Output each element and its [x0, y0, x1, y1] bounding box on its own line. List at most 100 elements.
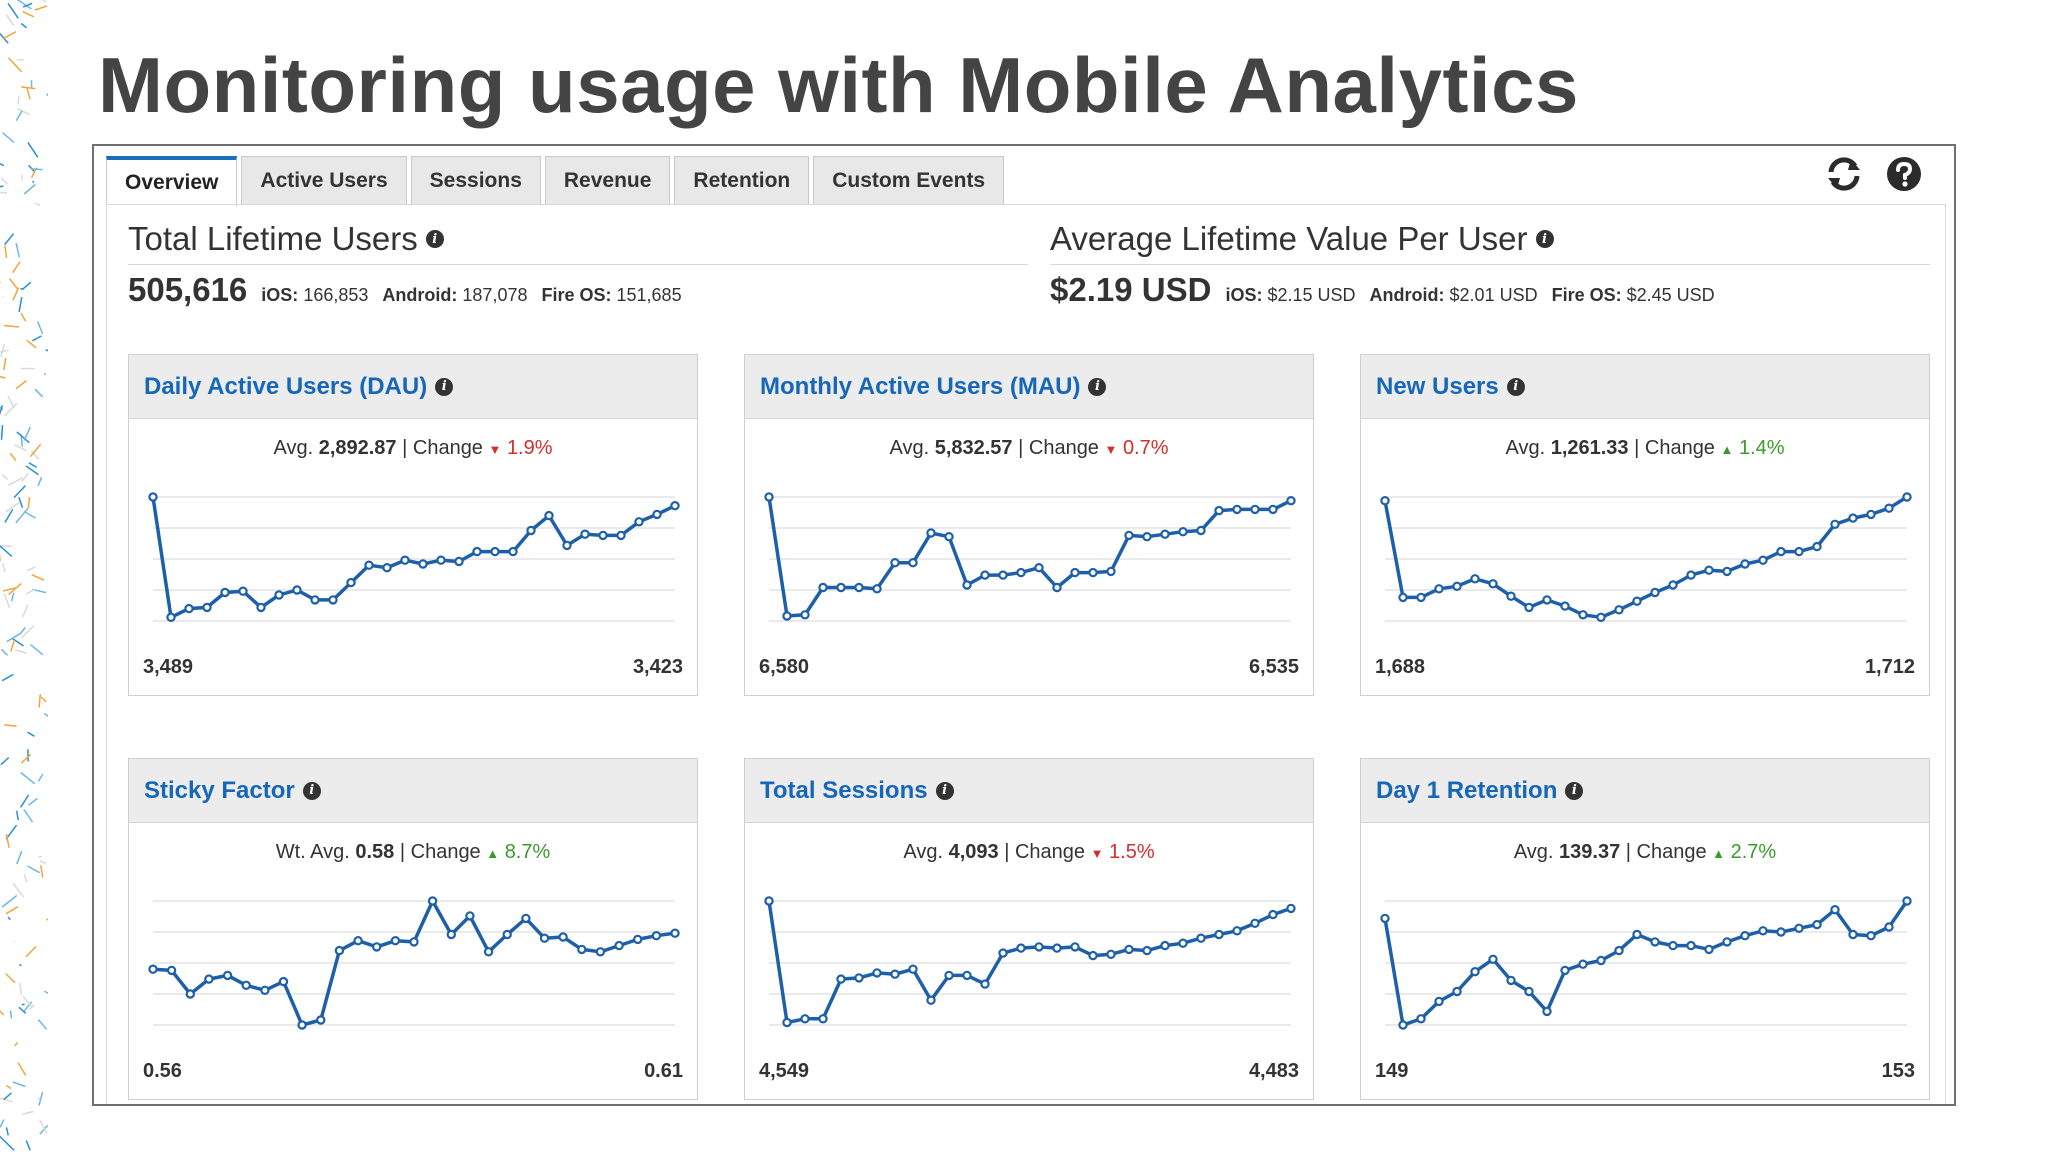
data-point[interactable] [1902, 492, 1912, 502]
data-point[interactable] [980, 979, 990, 989]
data-point[interactable] [1650, 587, 1660, 598]
data-point[interactable] [260, 985, 270, 996]
card-title[interactable]: Sticky Factor [144, 776, 295, 804]
data-point[interactable] [1740, 559, 1750, 569]
data-point[interactable] [1106, 566, 1116, 577]
data-point[interactable] [854, 582, 864, 593]
data-point[interactable] [1052, 582, 1062, 593]
data-point[interactable] [334, 945, 345, 956]
info-icon[interactable]: i [302, 781, 321, 800]
data-point[interactable] [1178, 938, 1188, 948]
data-point[interactable] [1034, 562, 1044, 573]
data-point[interactable] [1866, 509, 1876, 520]
card-title[interactable]: Monthly Active Users (MAU) [760, 372, 1081, 400]
data-point[interactable] [222, 970, 233, 981]
data-point[interactable] [166, 612, 176, 622]
help-button[interactable] [1884, 154, 1924, 194]
data-point[interactable] [1268, 909, 1278, 920]
data-point[interactable] [1178, 527, 1188, 537]
data-point[interactable] [544, 510, 554, 521]
data-point[interactable] [472, 546, 482, 557]
data-point[interactable] [1250, 504, 1260, 515]
data-point[interactable] [1614, 605, 1624, 615]
data-point[interactable] [418, 559, 428, 569]
data-point[interactable] [1542, 595, 1552, 605]
data-point[interactable] [1848, 513, 1858, 523]
data-point[interactable] [800, 1014, 810, 1024]
data-point[interactable] [1488, 954, 1498, 965]
data-point[interactable] [1232, 926, 1242, 936]
data-point[interactable] [297, 1020, 307, 1030]
data-point[interactable] [539, 933, 550, 943]
data-point[interactable] [1470, 574, 1480, 584]
data-point[interactable] [1016, 567, 1026, 578]
data-point[interactable] [204, 974, 214, 984]
info-icon[interactable]: i [425, 230, 444, 248]
info-icon[interactable]: i [435, 377, 454, 396]
data-point[interactable] [651, 931, 662, 941]
data-point[interactable] [1506, 591, 1516, 601]
data-point[interactable] [1398, 1020, 1408, 1030]
data-point[interactable] [1434, 584, 1444, 594]
data-point[interactable] [1470, 966, 1480, 977]
data-point[interactable] [400, 555, 410, 565]
data-point[interactable] [1416, 1014, 1426, 1024]
data-point[interactable] [558, 932, 568, 942]
data-point[interactable] [1088, 567, 1098, 578]
data-point[interactable] [185, 989, 196, 999]
data-point[interactable] [1016, 943, 1026, 953]
data-point[interactable] [1830, 519, 1840, 530]
data-point[interactable] [1524, 986, 1534, 997]
data-point[interactable] [436, 555, 446, 565]
data-point[interactable] [1668, 580, 1678, 590]
data-point[interactable] [944, 532, 954, 542]
data-point[interactable] [1650, 937, 1660, 947]
info-icon[interactable]: i [1535, 230, 1554, 248]
data-point[interactable] [1160, 940, 1170, 951]
data-point[interactable] [1524, 602, 1534, 613]
data-point[interactable] [577, 944, 587, 955]
data-point[interactable] [508, 546, 518, 557]
data-point[interactable] [465, 911, 475, 921]
data-point[interactable] [238, 586, 248, 596]
data-point[interactable] [980, 570, 990, 580]
data-point[interactable] [184, 603, 194, 614]
data-point[interactable] [944, 970, 954, 981]
data-point[interactable] [854, 973, 864, 983]
data-point[interactable] [1722, 566, 1732, 577]
data-point[interactable] [1052, 943, 1062, 953]
data-point[interactable] [1124, 944, 1134, 955]
data-point[interactable] [1452, 986, 1462, 997]
data-point[interactable] [962, 970, 972, 981]
data-point[interactable] [598, 530, 608, 541]
info-icon[interactable]: i [1088, 377, 1107, 396]
data-point[interactable] [1506, 975, 1516, 986]
data-point[interactable] [1686, 570, 1696, 580]
info-icon[interactable]: i [1565, 781, 1584, 800]
data-point[interactable] [526, 525, 536, 536]
data-point[interactable] [1070, 942, 1080, 952]
data-point[interactable] [890, 557, 900, 568]
data-point[interactable] [1722, 937, 1732, 947]
data-point[interactable] [371, 942, 382, 952]
data-point[interactable] [353, 936, 363, 946]
data-point[interactable] [1214, 929, 1224, 940]
data-point[interactable] [390, 936, 401, 946]
data-point[interactable] [1142, 945, 1152, 956]
data-point[interactable] [562, 540, 572, 551]
data-point[interactable] [1848, 929, 1858, 940]
data-point[interactable] [634, 517, 644, 527]
data-point[interactable] [633, 934, 643, 945]
data-point[interactable] [1632, 929, 1642, 940]
data-point[interactable] [1160, 529, 1170, 539]
data-point[interactable] [616, 530, 626, 541]
data-point[interactable] [1196, 525, 1206, 536]
data-point[interactable] [1794, 546, 1804, 557]
data-point[interactable] [998, 948, 1008, 958]
data-point[interactable] [1452, 581, 1462, 592]
data-point[interactable] [670, 928, 680, 938]
card-title[interactable]: New Users [1376, 372, 1499, 400]
data-point[interactable] [292, 585, 302, 595]
data-point[interactable] [818, 1014, 828, 1024]
data-point[interactable] [1380, 913, 1390, 924]
